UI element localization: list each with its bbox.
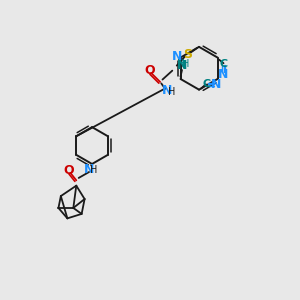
- Text: O: O: [144, 64, 155, 77]
- Text: N: N: [218, 68, 229, 81]
- Text: O: O: [64, 164, 74, 177]
- Text: S: S: [183, 48, 192, 61]
- Text: H: H: [182, 58, 190, 68]
- Text: N: N: [177, 59, 187, 72]
- Text: C: C: [220, 59, 228, 69]
- Text: N: N: [211, 78, 221, 91]
- Text: H: H: [177, 58, 184, 68]
- Text: H: H: [168, 87, 175, 97]
- Text: C: C: [203, 79, 211, 89]
- Text: N: N: [84, 164, 94, 176]
- Text: N: N: [172, 50, 182, 63]
- Text: H: H: [90, 165, 98, 175]
- Text: N: N: [162, 84, 173, 97]
